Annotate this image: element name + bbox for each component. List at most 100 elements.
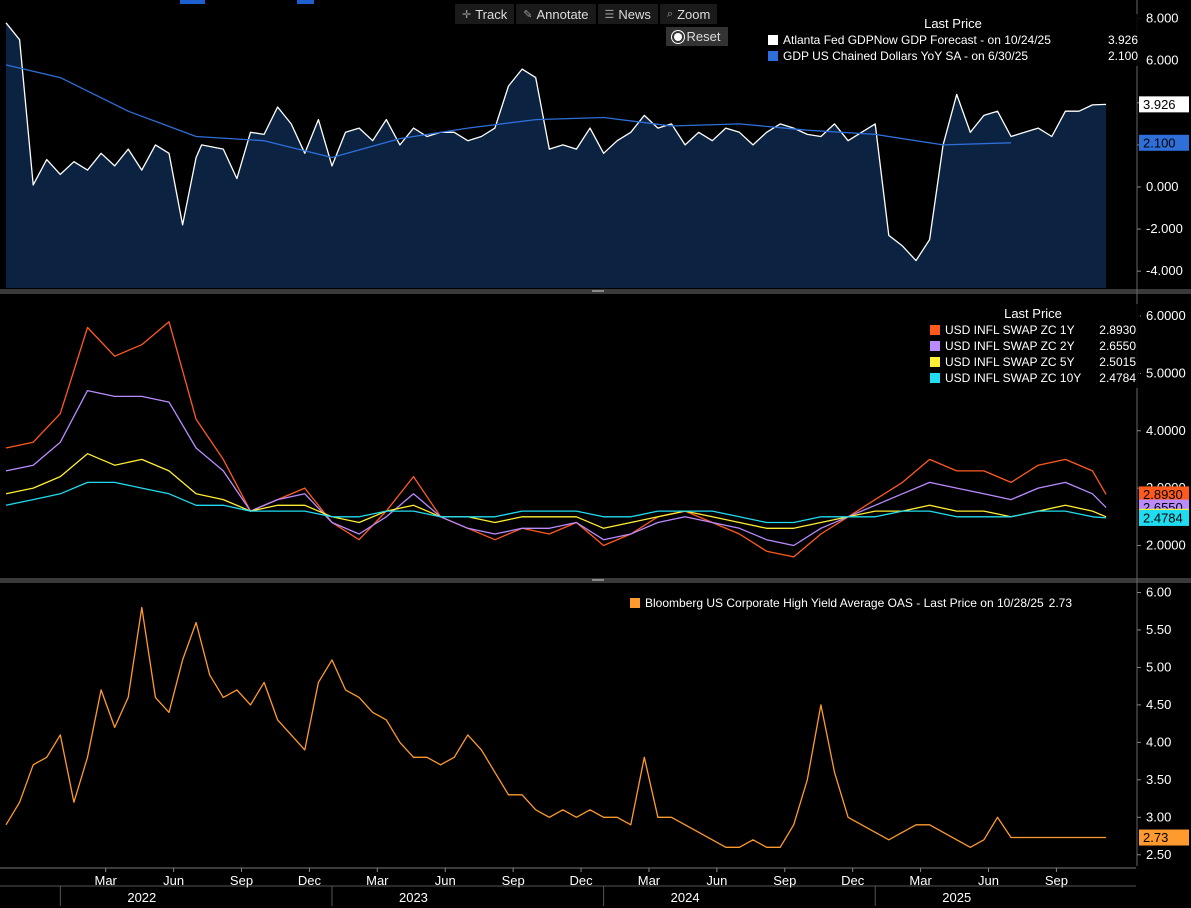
last-price-tag-label: 2.4784 <box>1143 510 1183 525</box>
legend-swatch-oas <box>630 598 640 608</box>
legend-entry-gdp-yoy: GDP US Chained Dollars YoY SA - on 6/30/… <box>768 48 1138 64</box>
x-year-label: 2023 <box>399 890 428 905</box>
legend-entry-swap-5y: USD INFL SWAP ZC 5Y 2.5015 <box>930 354 1136 370</box>
y-tick-label: -4.000 <box>1146 263 1183 278</box>
x-tick-label: Sep <box>1045 873 1068 888</box>
chart-toolbar: ✛ Track ✎ Annotate ☰ News ⌕ Zoom <box>455 4 718 24</box>
y-tick-label: 2.0000 <box>1146 537 1186 552</box>
panel-resize-handle <box>592 290 604 292</box>
last-price-tag-label: 2.73 <box>1143 830 1168 845</box>
x-tick-label: Sep <box>502 873 525 888</box>
last-price-tag <box>1139 829 1189 846</box>
reset-label: Reset <box>686 29 721 44</box>
last-price-tag <box>1139 96 1189 113</box>
x-tick-label: Mar <box>366 873 389 888</box>
legend-swatch-gdpnow <box>768 35 778 45</box>
y-tick-label: 6.00 <box>1146 584 1171 599</box>
legend-entry-gdpnow: Atlanta Fed GDPNow GDP Forecast - on 10/… <box>768 32 1138 48</box>
track-label: Track <box>475 6 508 22</box>
legend-entry-oas: Bloomberg US Corporate High Yield Averag… <box>630 595 1072 611</box>
last-price-tag <box>1139 134 1189 151</box>
x-year-label: 2025 <box>942 890 971 905</box>
gdp-legend-title: Last Price <box>924 16 982 31</box>
panel-inflation-swaps: 6.00005.00004.00003.00002.00002.89302.65… <box>5 308 1189 558</box>
annotate-button[interactable]: ✎ Annotate <box>516 4 596 24</box>
series-line-1 <box>5 64 1012 159</box>
legend-entry-swap-2y: USD INFL SWAP ZC 2Y 2.6550 <box>930 338 1136 354</box>
legend-value-gdp-yoy: 2.100 <box>1107 49 1138 63</box>
zoom-label: Zoom <box>677 6 711 22</box>
swap-legend-title: Last Price <box>1004 306 1062 321</box>
last-price-tag-label: 2.100 <box>1143 135 1176 150</box>
y-tick-label: 6.0000 <box>1146 308 1186 323</box>
y-tick-label: 5.00 <box>1146 659 1171 674</box>
panel-high-yield-oas: 6.00 5.50 5.00 4.50 4.00 3.50 3.00 2.50 2.73 <box>5 584 1189 862</box>
legend-value-swap-5y: 2.5015 <box>1099 355 1136 369</box>
top-accent-bar-right <box>297 0 314 4</box>
magnifier-icon: ⌕ <box>666 7 674 20</box>
legend-swatch-swap-2y <box>930 341 940 351</box>
y-tick-label: 4.50 <box>1146 697 1171 712</box>
last-price-tag <box>1139 509 1189 526</box>
last-price-tag-label: 3.926 <box>1143 97 1176 112</box>
series-line-0 <box>5 606 1107 848</box>
pencil-icon: ✎ <box>523 8 533 21</box>
y-tick-label: 3.00 <box>1146 809 1171 824</box>
y-tick-label: 6.000 <box>1146 53 1179 68</box>
x-tick-label: Jun <box>163 873 184 888</box>
y-tick-label: 4.0000 <box>1146 423 1186 438</box>
y-tick-label: -2.000 <box>1146 221 1183 236</box>
legend-swatch-swap-1y <box>930 325 940 335</box>
legend-label-swap-5y: USD INFL SWAP ZC 5Y <box>945 355 1075 369</box>
legend-value-swap-1y: 2.8930 <box>1099 323 1136 337</box>
swap-legend: Last Price USD INFL SWAP ZC 1Y 2.8930 US… <box>924 304 1140 388</box>
legend-value-oas: 2.73 <box>1048 596 1073 610</box>
legend-label-oas: Bloomberg US Corporate High Yield Averag… <box>645 596 1044 610</box>
news-button[interactable]: ☰ News <box>597 4 658 24</box>
legend-entry-swap-1y: USD INFL SWAP ZC 1Y 2.8930 <box>930 322 1136 338</box>
legend-value-swap-10y: 2.4784 <box>1099 371 1136 385</box>
gdp-legend: Last Price Atlanta Fed GDPNow GDP Foreca… <box>762 14 1142 66</box>
top-accent-bar-left <box>180 0 205 4</box>
x-tick-label: Dec <box>569 873 593 888</box>
x-tick-label: Dec <box>841 873 865 888</box>
legend-swatch-swap-5y <box>930 357 940 367</box>
y-tick-label: 4.00 <box>1146 734 1171 749</box>
annotate-label: Annotate <box>536 6 589 22</box>
x-year-label: 2022 <box>127 890 156 905</box>
y-tick-label: 3.50 <box>1146 772 1171 787</box>
legend-label-swap-2y: USD INFL SWAP ZC 2Y <box>945 339 1075 353</box>
news-label: News <box>618 6 651 22</box>
legend-swatch-gdp-yoy <box>768 51 778 61</box>
panel-gdp: 8.0006.0004.0002.0000.000-2.000-4.0003.9… <box>5 11 1189 289</box>
crosshair-icon: ✛ <box>462 8 472 21</box>
series-area-0 <box>6 22 1107 289</box>
legend-swatch-swap-10y <box>930 373 940 383</box>
y-tick-label: 0.000 <box>1146 179 1179 194</box>
last-price-tag <box>1139 486 1189 503</box>
x-tick-label: Mar <box>638 873 661 888</box>
last-price-tag-label: 2.8930 <box>1143 487 1183 502</box>
x-tick-label: Mar <box>94 873 117 888</box>
legend-label-swap-1y: USD INFL SWAP ZC 1Y <box>945 323 1075 337</box>
x-tick-label: Jun <box>435 873 456 888</box>
x-tick-label: Jun <box>978 873 999 888</box>
legend-label-swap-10y: USD INFL SWAP ZC 10Y <box>945 371 1082 385</box>
series-line-3 <box>5 481 1107 524</box>
x-tick-label: Dec <box>298 873 322 888</box>
zoom-button[interactable]: ⌕ Zoom <box>659 4 718 24</box>
legend-label-gdp-yoy: GDP US Chained Dollars YoY SA - on 6/30/… <box>783 49 1029 63</box>
reset-icon <box>673 32 682 41</box>
y-tick-label: 5.50 <box>1146 622 1171 637</box>
legend-value-swap-2y: 2.6550 <box>1099 339 1136 353</box>
legend-label-gdpnow: Atlanta Fed GDPNow GDP Forecast - on 10/… <box>783 33 1051 47</box>
series-line-2 <box>5 453 1107 529</box>
y-tick-label: 5.0000 <box>1146 365 1186 380</box>
reset-button[interactable]: Reset <box>666 27 728 46</box>
track-button[interactable]: ✛ Track <box>455 4 515 24</box>
x-tick-label: Jun <box>706 873 727 888</box>
news-icon: ☰ <box>604 8 615 21</box>
panel-resize-handle <box>592 579 604 581</box>
series-line-1 <box>5 389 1107 547</box>
